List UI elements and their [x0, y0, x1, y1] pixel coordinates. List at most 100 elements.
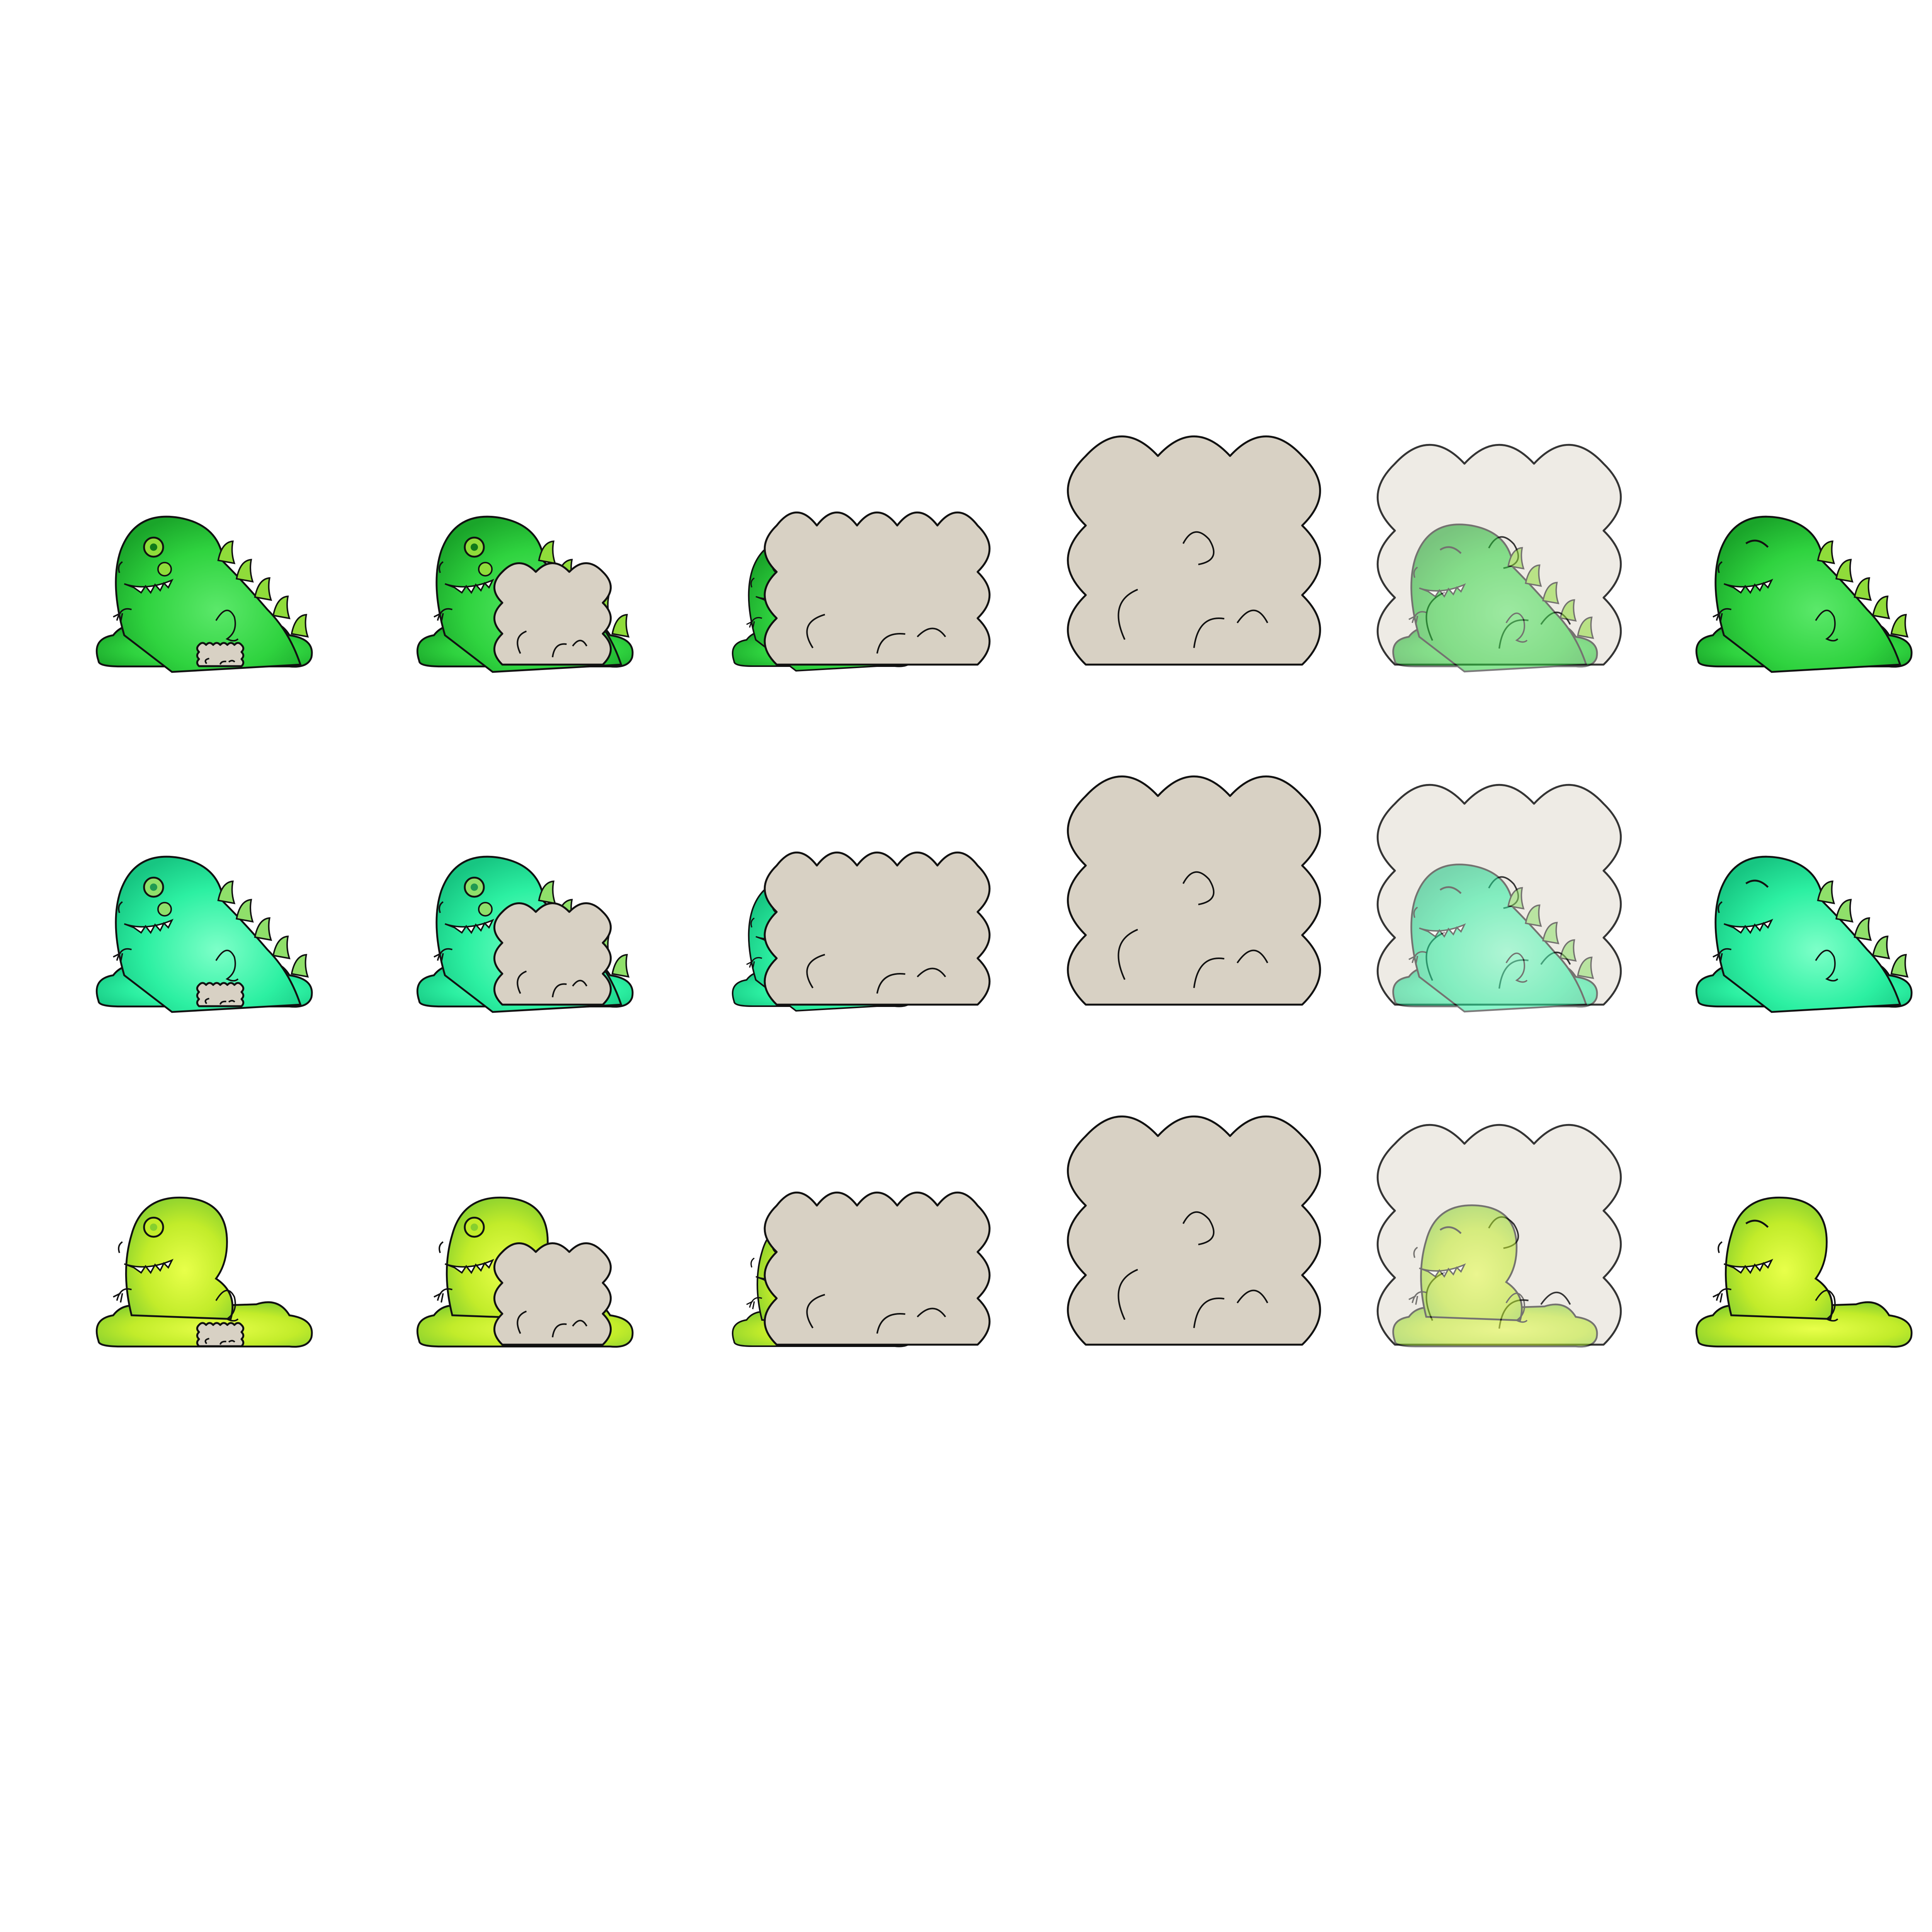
- dust-cloud-large: [764, 511, 991, 666]
- monster-translucent: [1392, 1204, 1598, 1348]
- mouth: [124, 918, 174, 934]
- angry-brow: [1745, 1219, 1769, 1228]
- back-spike: [1817, 880, 1835, 905]
- back-spike: [1542, 582, 1560, 604]
- frame-monster-dust-small: [416, 855, 634, 1013]
- frame-monster-idle: [95, 855, 313, 1013]
- back-spike: [254, 577, 272, 601]
- back-spike: [254, 917, 272, 941]
- back-spike: [1507, 887, 1525, 910]
- mouth: [1419, 583, 1466, 598]
- mouth: [124, 1259, 174, 1274]
- dust-cloud-full: [1067, 775, 1321, 1006]
- mouth: [444, 1259, 495, 1274]
- sprite-row-yellow-green-blob-monster: [95, 1115, 1913, 1348]
- back-spike: [1872, 935, 1890, 959]
- back-spike: [1835, 559, 1854, 583]
- eye-icon: [143, 536, 172, 577]
- sprite-row-green-monster-with-back-spikes: [95, 435, 1913, 673]
- monster-body: [1695, 515, 1913, 673]
- back-spike: [235, 899, 254, 923]
- mouth: [1723, 1259, 1774, 1274]
- monster: [95, 855, 313, 1013]
- dust-cloud-small: [493, 902, 612, 1006]
- frame-dust-cloud-full: [1067, 435, 1321, 666]
- eye-icon: [143, 1216, 164, 1238]
- frame-monster-idle: [95, 1196, 313, 1348]
- dust-puff: [196, 642, 245, 667]
- mouth: [1723, 918, 1774, 934]
- frame-monster-dust-small: [416, 515, 634, 673]
- eye-icon: [464, 1216, 485, 1238]
- dust-puff: [196, 982, 245, 1007]
- monster: [95, 515, 313, 673]
- monster-translucent: [1392, 864, 1598, 1013]
- back-spike: [1835, 899, 1854, 923]
- back-spike: [1560, 939, 1577, 962]
- monster-angry: [1695, 1196, 1913, 1348]
- back-spike: [1872, 595, 1890, 619]
- back-spike: [1854, 577, 1872, 601]
- eye-icon: [143, 876, 172, 917]
- back-spike: [538, 540, 556, 565]
- mouth: [1419, 923, 1466, 938]
- eye-icon: [464, 536, 493, 577]
- angry-brow: [1439, 1226, 1462, 1234]
- frame-monster-idle: [95, 515, 313, 673]
- back-spike: [1577, 616, 1594, 639]
- mouth: [124, 578, 174, 594]
- frame-monster-dust-small: [416, 1196, 634, 1348]
- back-spike: [1577, 956, 1594, 979]
- mouth: [1419, 1263, 1466, 1278]
- back-spike: [217, 880, 236, 905]
- monster-body: [95, 515, 313, 673]
- dust-cloud-small: [493, 1242, 612, 1346]
- back-spike: [538, 880, 556, 905]
- back-spike: [1817, 540, 1835, 565]
- back-spike: [1890, 954, 1909, 978]
- angry-brow: [1745, 539, 1769, 548]
- back-spike: [1542, 922, 1560, 944]
- frame-monster-dust-large: [732, 1191, 991, 1347]
- back-spike: [235, 559, 254, 583]
- frame-monster-dust-large: [732, 511, 991, 672]
- sprite-row-mint-monster-with-back-spikes: [95, 775, 1913, 1013]
- mouth: [444, 918, 495, 934]
- frame-monster-dust-large: [732, 851, 991, 1012]
- back-spike: [1560, 599, 1577, 622]
- back-spike: [217, 540, 236, 565]
- dust-cloud-full: [1067, 1115, 1321, 1346]
- back-spike: [1525, 564, 1542, 587]
- monster-body: [95, 855, 313, 1013]
- eye-icon: [464, 876, 493, 917]
- frame-monster-fading-in: [1377, 1124, 1622, 1348]
- mouth: [444, 578, 495, 594]
- angry-brow: [1439, 886, 1462, 894]
- back-spike: [1507, 547, 1525, 570]
- monster-body: [1695, 855, 1913, 1013]
- frame-monster-fading-in: [1377, 784, 1622, 1013]
- back-spike: [291, 954, 309, 978]
- monster-body: [1392, 1204, 1598, 1348]
- angry-brow: [1745, 879, 1769, 888]
- back-spike: [272, 595, 291, 619]
- back-spike: [272, 935, 291, 959]
- frame-dust-cloud-full: [1067, 1115, 1321, 1346]
- frame-monster-idle-angry: [1695, 1196, 1913, 1348]
- monster-body: [1695, 1196, 1913, 1348]
- monster-angry: [1695, 515, 1913, 673]
- frame-monster-fading-in: [1377, 444, 1622, 673]
- mouth: [1723, 578, 1774, 594]
- monster-translucent: [1392, 524, 1598, 673]
- back-spike: [611, 954, 630, 978]
- dust-cloud-full: [1067, 435, 1321, 666]
- back-spike: [291, 614, 309, 638]
- monster-body: [1392, 524, 1598, 673]
- monster-angry: [1695, 855, 1913, 1013]
- back-spike: [1854, 917, 1872, 941]
- dust-cloud-small: [493, 562, 612, 666]
- angry-brow: [1439, 546, 1462, 554]
- frame-monster-idle-angry: [1695, 515, 1913, 673]
- back-spike: [1525, 904, 1542, 927]
